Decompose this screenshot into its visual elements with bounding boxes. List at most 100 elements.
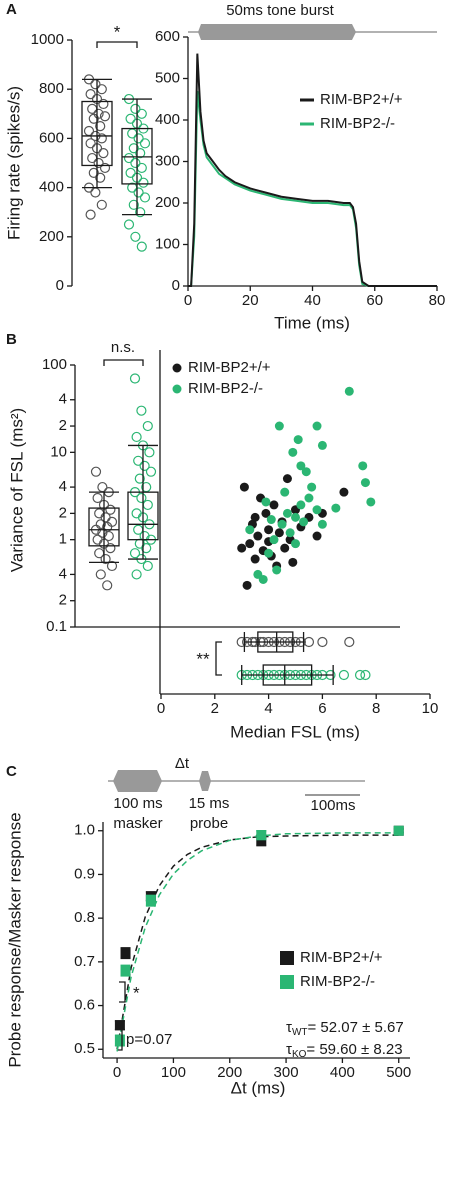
data-point <box>99 162 111 174</box>
box <box>81 100 113 167</box>
y-tick-label: 0 <box>172 277 180 294</box>
data-point <box>317 636 328 648</box>
data-point <box>92 534 103 545</box>
data-point <box>331 503 341 513</box>
time-constant: τWT= 52.07 ± 5.67 <box>286 1019 404 1038</box>
significance-bracket <box>119 981 126 1003</box>
data-point <box>85 89 96 100</box>
data-point <box>97 527 108 538</box>
x-tick-label: 100 <box>161 1064 186 1081</box>
x-tick-label: 300 <box>274 1064 299 1081</box>
data-point <box>114 1020 125 1031</box>
data-point <box>105 504 116 515</box>
data-point <box>291 539 300 549</box>
y-tick-label: 400 <box>155 111 180 128</box>
y-axis-label: Probe response/Masker response <box>5 812 24 1067</box>
y-tick-label: 200 <box>155 194 180 211</box>
data-point <box>250 554 260 564</box>
y-tick-label: 100 <box>155 235 180 252</box>
x-tick-label: 400 <box>330 1064 355 1081</box>
data-point <box>95 569 106 580</box>
data-point <box>277 519 287 529</box>
x-tick-label: 0 <box>113 1064 121 1081</box>
data-point <box>145 895 156 906</box>
data-point <box>128 143 139 154</box>
data-point <box>96 199 107 210</box>
data-point <box>130 157 141 169</box>
y-tick-label: 1.0 <box>74 822 95 839</box>
data-point <box>296 500 306 510</box>
legend-swatch <box>280 951 294 965</box>
data-point <box>133 187 144 198</box>
x-tick-label: 200 <box>217 1064 242 1081</box>
tau-value: = 52.07 ± 5.67 <box>307 1019 403 1036</box>
data-point <box>120 965 131 976</box>
data-point <box>354 669 366 681</box>
y-axis-label: Variance of FSL (ms²) <box>7 408 26 572</box>
y-tick-label: 2 <box>59 417 67 434</box>
data-point <box>133 133 144 144</box>
data-point <box>129 548 141 559</box>
data-point <box>85 209 96 220</box>
data-point <box>366 497 376 507</box>
stimulus-label: 100 ms <box>113 795 162 812</box>
y-tick-label: 4 <box>59 391 67 408</box>
tau-symbol: τ <box>286 1019 292 1036</box>
tau-symbol: τ <box>286 1041 292 1058</box>
data-point <box>130 103 141 114</box>
legend-swatch <box>172 384 182 394</box>
data-point <box>288 447 298 457</box>
data-point <box>312 505 322 515</box>
data-point <box>114 1035 125 1046</box>
time-constant: τKO= 59.60 ± 8.23 <box>286 1041 403 1060</box>
legend-swatch <box>172 363 182 373</box>
data-point <box>128 199 139 210</box>
y-tick-label: 0 <box>56 277 64 294</box>
x-tick-label: 80 <box>429 292 446 309</box>
data-point <box>130 231 141 242</box>
data-point <box>274 528 284 538</box>
data-point <box>123 219 135 230</box>
data-point <box>282 508 292 518</box>
box <box>262 664 313 686</box>
fit-curve <box>116 832 399 1052</box>
data-point <box>317 519 327 529</box>
data-point <box>344 636 355 648</box>
data-point <box>136 405 147 416</box>
data-point <box>135 207 146 218</box>
legend-label: RIM-BP2-/- <box>188 380 263 397</box>
data-point <box>131 508 142 519</box>
significance-bracket <box>96 41 138 48</box>
x-axis-label: Time (ms) <box>274 313 350 332</box>
data-point <box>138 177 149 188</box>
data-point <box>272 565 282 575</box>
data-point <box>133 455 144 466</box>
y-tick-label: 0.9 <box>74 865 95 882</box>
legend-label: RIM-BP2+/+ <box>188 359 271 376</box>
significance-bracket <box>215 641 222 676</box>
data-point <box>97 481 108 493</box>
significance-bracket <box>118 1028 123 1051</box>
x-tick-label: 8 <box>372 700 380 717</box>
data-point <box>105 543 116 554</box>
data-point <box>127 128 138 139</box>
data-point <box>139 460 150 471</box>
y-tick-label: 0.8 <box>74 909 95 926</box>
stimulus-label: Δt <box>175 755 190 772</box>
y-tick-label: 4 <box>59 565 67 582</box>
data-point <box>269 500 279 510</box>
data-point <box>245 539 255 549</box>
box <box>257 631 294 653</box>
data-point <box>144 447 155 458</box>
data-point <box>92 492 103 504</box>
y-tick-label: 2 <box>59 504 67 521</box>
data-point <box>90 466 102 477</box>
data-point <box>139 138 151 149</box>
x-tick-label: 60 <box>366 292 383 309</box>
data-point <box>87 152 98 164</box>
x-tick-label: 20 <box>242 292 259 309</box>
data-point <box>102 580 113 591</box>
y-tick-label: 2 <box>59 592 67 609</box>
data-point <box>93 157 104 169</box>
